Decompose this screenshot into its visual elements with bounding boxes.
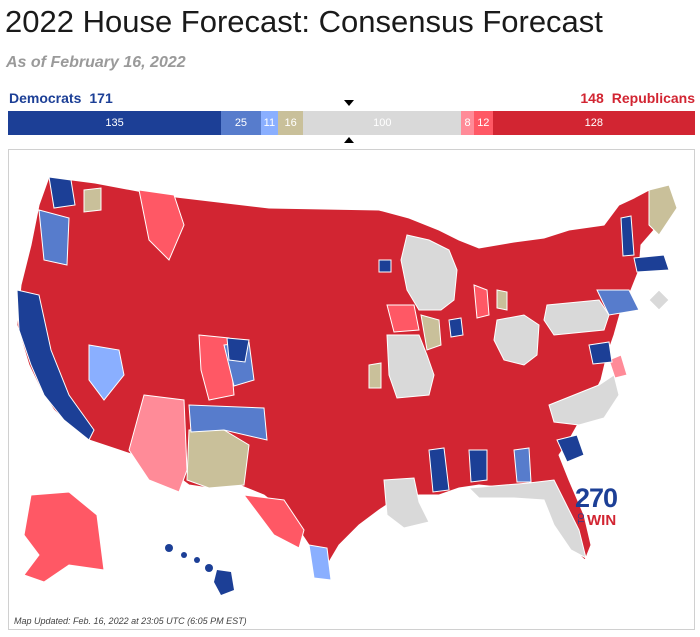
maryland-blue-shape[interactable] [588, 341, 613, 365]
republicans-tally: 148 Republicans [572, 90, 695, 106]
hawaii-island-1[interactable] [165, 544, 173, 552]
new-york-blue-shape[interactable] [596, 289, 640, 316]
hawaii-big-island[interactable] [214, 570, 234, 595]
texas-lightblue-shape[interactable] [308, 544, 332, 581]
florida-shape[interactable] [467, 479, 587, 559]
bar-segment-likely_rep[interactable]: 12 [473, 111, 493, 135]
illinois-chicago-shape[interactable] [448, 317, 464, 338]
michigan-tan-shape[interactable] [496, 289, 508, 311]
alaska-shape[interactable] [23, 491, 105, 583]
majority-marker-top-icon [344, 100, 354, 106]
kansas-tan-shape[interactable] [368, 362, 382, 389]
majority-marker-bottom-icon [344, 137, 354, 143]
logo-number: 270 [575, 483, 618, 513]
hawaii-island-4[interactable] [205, 564, 213, 572]
page-title: 2022 House Forecast: Consensus Forecast [5, 4, 603, 39]
oregon-blue-shape[interactable] [38, 209, 70, 266]
nevada-lightblue-shape[interactable] [88, 344, 125, 401]
washington-blue-shape[interactable] [48, 176, 76, 209]
illinois-tan-shape[interactable] [420, 314, 442, 351]
wisconsin-shape[interactable] [400, 234, 458, 311]
republicans-label: Republicans [611, 90, 695, 106]
virginia-pink-shape[interactable] [608, 354, 628, 379]
map-svg[interactable] [9, 150, 695, 630]
louisiana-shape[interactable] [383, 477, 430, 529]
alabama-blue-shape[interactable] [468, 449, 488, 483]
logo-win: WIN [587, 512, 617, 529]
maine-shape[interactable] [648, 184, 678, 236]
bar-segment-tossup[interactable]: 100 [303, 111, 462, 135]
mississippi-blue-shape[interactable] [428, 447, 450, 493]
washington-tan-shape[interactable] [83, 187, 102, 213]
map-updated-footnote: Map Updated: Feb. 16, 2022 at 23:05 UTC … [14, 616, 247, 626]
vermont-blue-shape[interactable] [620, 215, 635, 257]
georgia-blue-shape[interactable] [513, 447, 532, 483]
texas-pink-shape[interactable] [242, 494, 305, 549]
hawaii-island-3[interactable] [194, 557, 200, 563]
missouri-shape[interactable] [386, 334, 435, 399]
us-house-map[interactable]: 270 TO WIN Map Updated: Feb. 16, 2022 at… [8, 149, 695, 630]
democrats-tally: Democrats 171 [9, 90, 121, 106]
democrats-total: 171 [89, 90, 113, 106]
massachusetts-blue-shape[interactable] [633, 254, 670, 273]
michigan-pink-shape[interactable] [473, 284, 490, 319]
nevada-pink-shape[interactable] [138, 189, 185, 261]
colorado-denver-shape[interactable] [226, 337, 250, 363]
republicans-total: 148 [580, 90, 604, 106]
logo-to: TO [577, 513, 586, 524]
new-mexico-blue-shape[interactable] [188, 404, 268, 441]
270towin-logo: 270 TO WIN [575, 483, 635, 533]
iowa-pink-shape[interactable] [386, 304, 420, 333]
south-carolina-blue-shape[interactable] [556, 434, 585, 463]
minnesota-blue-shape[interactable] [378, 259, 392, 273]
idaho-gray-icon [648, 289, 670, 311]
hawaii-island-2[interactable] [181, 552, 187, 558]
seat-count-bar[interactable]: 135 25 11 16 100 8 12 128 [8, 111, 695, 135]
north-carolina-shape[interactable] [548, 374, 620, 426]
as-of-date: As of February 16, 2022 [6, 54, 186, 71]
bar-segment-tilt_dem[interactable]: 16 [278, 111, 304, 135]
bar-segment-lean_dem[interactable]: 11 [260, 111, 279, 135]
pennsylvania-shape[interactable] [543, 299, 610, 336]
ohio-shape[interactable] [493, 314, 540, 366]
bar-segment-safe_dem[interactable]: 135 [8, 111, 222, 135]
bar-segment-likely_dem[interactable]: 25 [221, 111, 261, 135]
bar-segment-lean_rep[interactable]: 8 [461, 111, 474, 135]
democrats-label: Democrats [9, 90, 82, 106]
arizona-pink-shape[interactable] [128, 394, 188, 493]
california-blue-shape[interactable] [16, 289, 95, 441]
bar-segment-safe_rep[interactable]: 128 [492, 111, 695, 135]
